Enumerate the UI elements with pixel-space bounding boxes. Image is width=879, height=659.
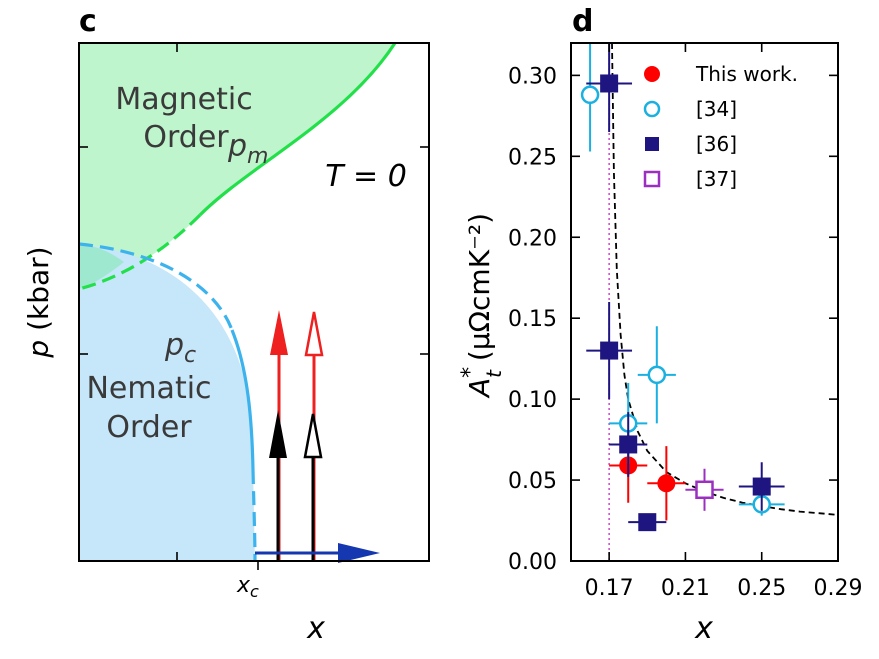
black-arrow-open-head	[303, 413, 323, 459]
panel-c: c Magnetic Order pm T = 0 pc Nematic Ord…	[22, 4, 430, 646]
series-3	[685, 468, 724, 511]
panel-d: d 0.000.050.100.150.200.250.300.17 0.21 0.…	[458, 4, 862, 646]
xtick-label: 0.17	[585, 576, 634, 601]
panel-c-ticks	[79, 43, 429, 570]
ytick-label: 0.10	[508, 388, 557, 413]
blue-arrow-head	[338, 543, 380, 563]
legend-marker	[645, 137, 659, 151]
data-point	[647, 365, 667, 385]
panel-d-label: d	[572, 4, 593, 39]
ytick-label: 0.25	[508, 145, 557, 170]
legend: This work. [34] [36] [37]	[643, 62, 798, 191]
pm-line-solid	[198, 43, 397, 217]
pc-line-dashed-lower	[251, 469, 257, 561]
legend-label: [34]	[696, 97, 737, 121]
data-point	[600, 74, 619, 93]
red-arrow-filled-head	[270, 310, 288, 355]
xtick-label: 0.29	[814, 576, 863, 601]
ytick-label: 0.20	[508, 226, 557, 251]
panel-d-frame	[570, 42, 839, 562]
panel-c-frame	[78, 42, 430, 562]
nematic-region	[79, 244, 255, 561]
nematic-label-line1: Nematic	[86, 371, 211, 406]
legend-marker	[643, 100, 661, 118]
legend-marker	[643, 170, 661, 188]
overlap-region	[79, 244, 124, 289]
ytick-label: 0.30	[508, 64, 557, 89]
ytick-label: 0.05	[508, 469, 557, 494]
magnetic-label-line2: Order	[143, 120, 229, 155]
data-point	[695, 480, 714, 500]
ytick-label: 0.15	[508, 307, 557, 332]
magnetic-region	[79, 43, 395, 289]
axis-ticks: 0.00 0.05 0.10 0.15 0.20 0.25 0.30 0.17 0.21 0.25…	[508, 43, 862, 601]
legend-label: [37]	[696, 167, 737, 191]
panel-c-xlabel: x	[306, 611, 325, 646]
legend-label: [36]	[696, 132, 737, 156]
data-point	[580, 85, 600, 105]
data-point	[600, 341, 619, 360]
xtick-label: 0.21	[661, 576, 710, 601]
pc-line-dashed-upper	[79, 242, 234, 331]
magnetic-label-line1: Magnetic	[115, 82, 252, 117]
pm-label: pm	[227, 129, 268, 169]
panel-c-label: c	[79, 4, 97, 39]
data-point	[657, 474, 676, 493]
pc-line-solid	[230, 329, 255, 471]
data-point	[619, 435, 638, 454]
panel-d-ylabel: A*t (μΩcmK⁻²)	[458, 213, 506, 399]
panel-d-xlabel: x	[694, 611, 713, 646]
plot-clip-group	[580, 43, 838, 561]
xc-label: xc	[236, 573, 259, 601]
pm-line-dashed	[79, 213, 202, 291]
data-point	[752, 477, 771, 496]
arrows	[255, 310, 380, 563]
temperature-label: T = 0	[325, 159, 407, 194]
plot-area	[580, 43, 838, 561]
legend-label: This work.	[695, 62, 798, 86]
data-point	[638, 513, 657, 532]
pc-label: pc	[164, 328, 196, 368]
xtick-label: 0.25	[737, 576, 786, 601]
panel-c-ylabel: p (kbar)	[22, 246, 55, 358]
fit-curve	[611, 43, 838, 516]
ytick-label: 0.00	[508, 550, 557, 575]
legend-marker	[644, 66, 660, 82]
black-arrow-filled-head	[269, 410, 287, 458]
red-arrow-open-head	[304, 311, 324, 357]
nematic-label-line2: Order	[106, 410, 192, 445]
series-2	[586, 43, 785, 532]
